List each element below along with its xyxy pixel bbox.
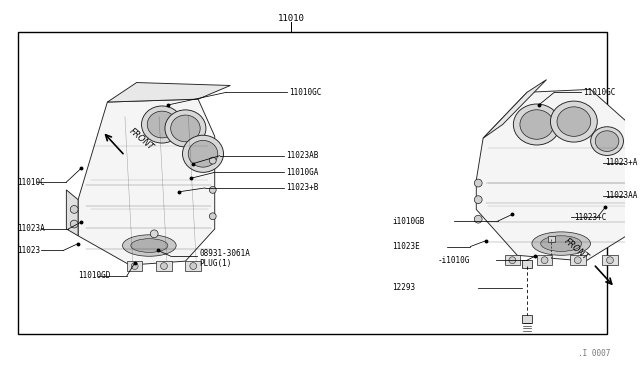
Bar: [522, 260, 532, 268]
Ellipse shape: [171, 115, 200, 142]
Text: i1010GB: i1010GB: [392, 217, 425, 226]
Circle shape: [190, 263, 196, 269]
Circle shape: [633, 180, 640, 186]
Text: 11010: 11010: [277, 14, 304, 23]
Circle shape: [209, 157, 216, 164]
Text: 11010GD: 11010GD: [78, 271, 111, 280]
Text: 11010GC: 11010GC: [289, 88, 321, 97]
Ellipse shape: [513, 104, 560, 145]
Ellipse shape: [591, 127, 623, 155]
Ellipse shape: [131, 239, 168, 252]
Bar: [127, 261, 143, 271]
Bar: [156, 261, 172, 271]
Ellipse shape: [557, 107, 591, 137]
Ellipse shape: [595, 131, 619, 151]
Text: .I 0007: .I 0007: [578, 349, 610, 358]
Ellipse shape: [188, 141, 218, 167]
Polygon shape: [483, 80, 547, 138]
Text: 11023+A: 11023+A: [605, 158, 637, 167]
Ellipse shape: [147, 111, 177, 138]
Circle shape: [474, 215, 482, 223]
Text: PLUG(1): PLUG(1): [199, 259, 232, 267]
Circle shape: [70, 205, 78, 213]
Circle shape: [474, 196, 482, 203]
Text: 11023E: 11023E: [392, 242, 420, 251]
Circle shape: [131, 263, 138, 269]
Text: FRONT: FRONT: [563, 237, 591, 262]
Text: 08931-3061A: 08931-3061A: [199, 249, 250, 258]
Circle shape: [635, 154, 640, 161]
Ellipse shape: [182, 135, 223, 172]
Bar: [537, 255, 552, 265]
Text: 11023AA: 11023AA: [605, 191, 637, 200]
Text: 11023+C: 11023+C: [574, 213, 606, 222]
Bar: [548, 236, 556, 242]
Circle shape: [209, 213, 216, 220]
Polygon shape: [108, 83, 230, 102]
Circle shape: [541, 257, 548, 264]
Polygon shape: [67, 190, 78, 236]
Text: 12293: 12293: [392, 283, 415, 292]
Ellipse shape: [520, 110, 554, 139]
Ellipse shape: [165, 110, 206, 147]
Bar: [570, 255, 586, 265]
Circle shape: [150, 230, 158, 238]
Text: 11010C: 11010C: [17, 177, 45, 187]
Bar: [186, 261, 201, 271]
Polygon shape: [476, 89, 636, 261]
Text: -i1010G: -i1010G: [437, 256, 470, 264]
Circle shape: [70, 220, 78, 228]
Circle shape: [209, 186, 216, 193]
Circle shape: [474, 179, 482, 187]
Bar: [504, 255, 520, 265]
Ellipse shape: [532, 232, 591, 255]
Circle shape: [509, 257, 516, 264]
Bar: [522, 315, 532, 323]
Ellipse shape: [141, 106, 182, 143]
Ellipse shape: [550, 101, 597, 142]
Text: 11023: 11023: [17, 246, 41, 255]
Bar: [602, 255, 618, 265]
Circle shape: [607, 257, 613, 264]
Ellipse shape: [541, 236, 582, 251]
Text: 11023+B: 11023+B: [286, 183, 318, 192]
Polygon shape: [78, 99, 214, 265]
Text: FRONT: FRONT: [128, 126, 156, 152]
Ellipse shape: [122, 235, 176, 256]
Bar: [17, 32, 607, 334]
Circle shape: [161, 263, 168, 269]
Text: 11023A: 11023A: [17, 224, 45, 234]
Polygon shape: [627, 122, 640, 193]
Text: 11010GC: 11010GC: [582, 88, 615, 97]
Circle shape: [574, 257, 581, 264]
Text: 11010GA: 11010GA: [286, 168, 318, 177]
Text: 11023AB: 11023AB: [286, 151, 318, 160]
